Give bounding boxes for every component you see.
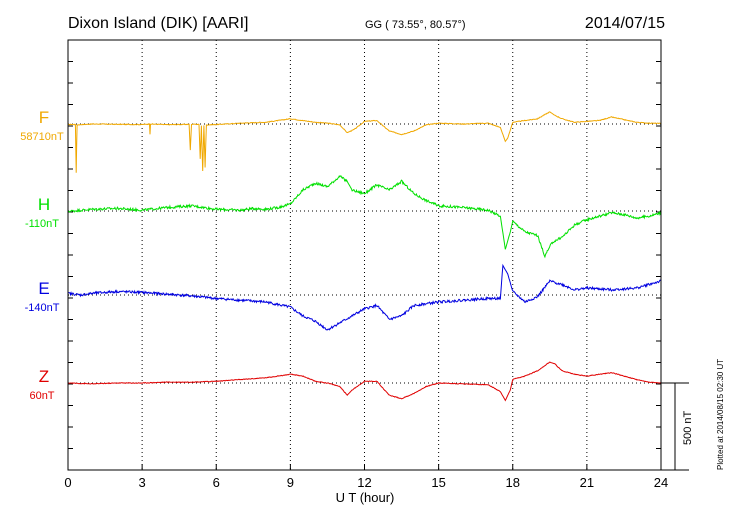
series-line-f: [68, 111, 662, 173]
grid: [68, 39, 661, 471]
date-label: 2014/07/15: [585, 15, 665, 32]
x-axis-ticks: 0 3 6 9 12 15 18 21 24: [64, 464, 668, 490]
x-tick-label: 0: [64, 475, 71, 490]
plotted-at-note: Plotted at 2014/08/15 02:30 UT: [716, 359, 725, 470]
x-tick-label: 9: [287, 475, 294, 490]
series-line-z: [67, 361, 662, 402]
coords-label: GG ( 73.55°, 80.57°): [365, 19, 466, 31]
series-line-h: [67, 174, 662, 259]
series-baseline-f: 58710nT: [20, 131, 64, 143]
x-tick-label: 21: [580, 475, 594, 490]
x-tick-label: 12: [357, 475, 371, 490]
series-name-f: F: [39, 108, 49, 127]
scale-bar-label: 500 nT: [682, 410, 694, 445]
series-labels: F 58710nT H -110nT E -140nT Z 60nT: [20, 108, 64, 402]
series-baseline-h: -110nT: [25, 218, 59, 230]
x-tick-label: 15: [431, 475, 445, 490]
series-name-z: Z: [39, 367, 49, 386]
series-line-e: [67, 263, 662, 331]
series-baseline-e: -140nT: [25, 302, 60, 314]
x-tick-label: 18: [506, 475, 520, 490]
series-baseline-z: 60nT: [29, 390, 54, 402]
series-name-e: E: [38, 279, 49, 298]
x-tick-label: 24: [654, 475, 668, 490]
x-tick-label: 3: [139, 475, 146, 490]
series-name-h: H: [38, 195, 50, 214]
scale-bar: 500 nT: [661, 382, 694, 471]
series-lines: [67, 111, 662, 402]
x-tick-label: 6: [213, 475, 220, 490]
x-axis-label: U T (hour): [336, 490, 395, 505]
plot-frame: [67, 39, 662, 471]
station-title: Dixon Island (DIK) [AARI]: [68, 15, 249, 32]
